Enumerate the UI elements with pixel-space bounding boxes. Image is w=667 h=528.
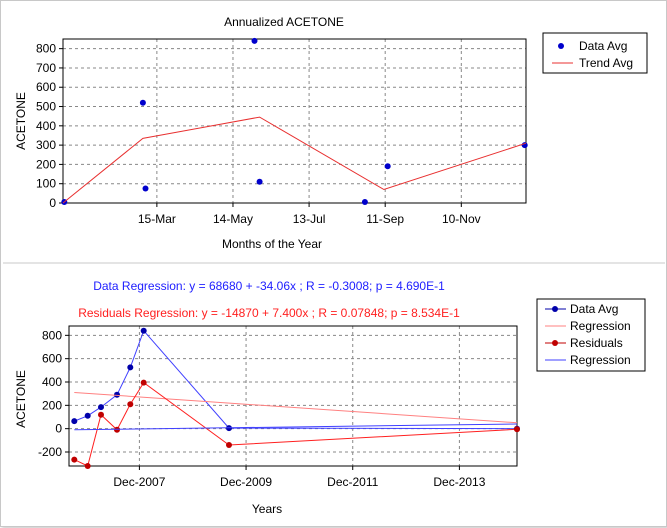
data-point: [127, 401, 134, 408]
legend-trend-avg: Trend Avg: [579, 56, 633, 70]
top-y-axis-label: ACETONE: [14, 92, 28, 150]
bottom-grid: [69, 326, 517, 466]
y-tick-label: 0: [49, 196, 56, 210]
legend-residuals: Residuals: [570, 336, 623, 350]
x-tick-label: Dec-2007: [113, 475, 165, 489]
data-point: [127, 364, 134, 371]
data-point: [140, 327, 147, 334]
residuals-regression-text: Residuals Regression: y = -14870 + 7.400…: [78, 306, 460, 320]
data-point: [71, 418, 78, 425]
top-chart: Annualized ACETONE 0 100 200 300 400 500 600 70…: [14, 15, 648, 251]
series-data-avg: [61, 37, 528, 205]
series-line: [62, 116, 527, 204]
bottom-plot-frame: [68, 325, 518, 467]
y-tick-label: 100: [36, 177, 56, 191]
data-point: [514, 426, 520, 433]
y-tick-label: 600: [36, 80, 56, 94]
y-tick-label: 700: [36, 61, 56, 75]
y-tick-label: 600: [42, 352, 62, 366]
bottom-chart: Data Regression: y = 68680 + -34.06x ; R…: [14, 279, 646, 516]
data-point: [521, 142, 528, 149]
series-residuals: [71, 379, 520, 469]
data-point: [98, 404, 104, 411]
y-tick-label: 200: [42, 398, 62, 412]
bottom-y-axis-label: ACETONE: [14, 370, 28, 428]
top-x-axis-label: Months of the Year: [222, 237, 322, 251]
data-point: [98, 411, 104, 418]
y-tick-label: 300: [36, 138, 56, 152]
legend-residuals-marker: [552, 340, 558, 346]
legend-data-avg: Data Avg: [579, 39, 627, 53]
top-plot-frame: [62, 38, 527, 204]
y-tick-label: 800: [42, 328, 62, 342]
data-point: [140, 379, 147, 386]
data-point: [114, 426, 120, 433]
top-x-axis: 15-Mar 14-May 13-Jul 11-Sep 10-Nov: [138, 203, 481, 226]
series-line: [74, 381, 518, 467]
x-tick-label: Dec-2009: [220, 475, 272, 489]
y-tick-label: 200: [36, 157, 56, 171]
x-tick-label: 11-Sep: [366, 212, 404, 226]
x-tick-label: 13-Jul: [293, 212, 326, 226]
x-tick-label: 10-Nov: [442, 212, 481, 226]
legend-regression-1: Regression: [570, 319, 631, 333]
data-point: [384, 163, 391, 170]
series-regression: [74, 392, 518, 424]
data-point: [71, 456, 78, 463]
bottom-legend: Data Avg Regression Residuals Regression: [536, 298, 646, 372]
x-tick-label: 14-May: [213, 212, 253, 226]
data-point: [361, 199, 368, 205]
series-regression: [74, 423, 518, 431]
bottom-y-axis: -200 0 200 400 600 800: [38, 328, 69, 459]
data-point: [139, 99, 146, 106]
y-tick-label: 500: [36, 100, 56, 114]
data-point: [226, 442, 232, 448]
top-series: [61, 37, 528, 205]
data-point: [114, 391, 120, 398]
y-tick-label: -200: [38, 445, 62, 459]
data-point: [142, 185, 149, 192]
top-legend-box: [542, 32, 648, 74]
x-tick-label: Dec-2013: [433, 475, 485, 489]
legend-data-avg-marker: [558, 43, 564, 49]
y-tick-label: 800: [36, 42, 56, 56]
bottom-series: [71, 327, 520, 469]
bottom-x-axis-label: Years: [252, 502, 282, 516]
legend-regression-2: Regression: [570, 353, 631, 367]
y-tick-label: 0: [55, 422, 62, 436]
top-y-axis: 0 100 200 300 400 500 600 700 800: [36, 42, 63, 210]
x-tick-label: Dec-2011: [327, 475, 378, 489]
data-point: [256, 178, 263, 185]
top-legend: Data Avg Trend Avg: [542, 32, 648, 74]
legend-data-avg-marker-2: [552, 306, 558, 312]
top-grid: [63, 39, 526, 204]
data-point: [251, 37, 258, 44]
series-data-avg: [71, 327, 520, 432]
x-tick-label: 15-Mar: [138, 212, 176, 226]
y-tick-label: 400: [42, 375, 62, 389]
series-line: [74, 423, 518, 431]
bottom-x-axis: Dec-2007 Dec-2009 Dec-2011 Dec-2013: [113, 466, 486, 489]
data-point: [84, 412, 91, 419]
series-trend-avg: [62, 116, 527, 204]
series-line: [74, 392, 518, 424]
legend-data-avg-2: Data Avg: [570, 302, 618, 316]
data-regression-text: Data Regression: y = 68680 + -34.06x ; R…: [93, 279, 445, 293]
y-tick-label: 400: [36, 119, 56, 133]
series-line: [74, 329, 518, 430]
chart-title: Annualized ACETONE: [224, 15, 344, 29]
data-point: [84, 463, 91, 469]
